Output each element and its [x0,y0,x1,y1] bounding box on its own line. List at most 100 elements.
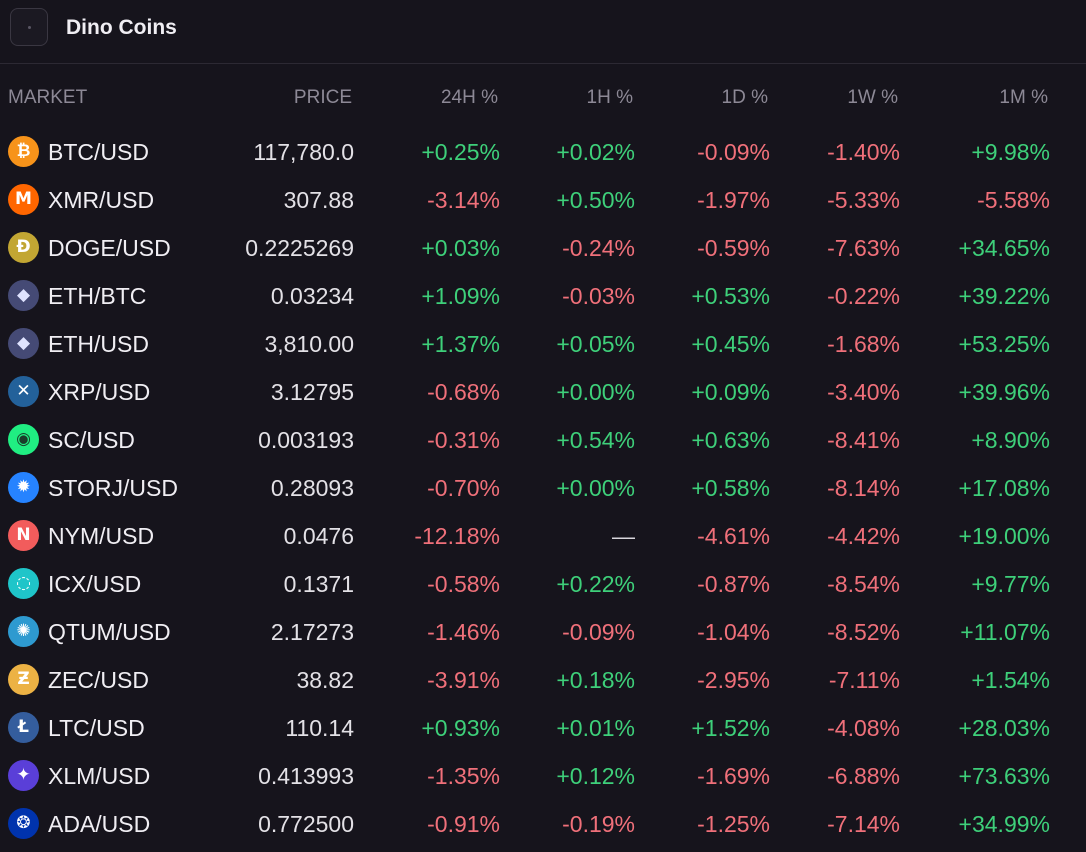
market-name: ZEC/USD [48,667,149,693]
price-value: 110.14 [285,715,354,741]
change-1d: +0.09% [691,379,770,405]
change-1m: +1.54% [971,667,1050,693]
change-1d: +0.53% [691,283,770,309]
change-1h: +0.02% [556,139,635,165]
ethereum-icon: ◆ [8,328,39,359]
table-row[interactable]: ✕ XRP/USD 3.12795 -0.68% +0.00% +0.09% -3.40% +… [0,368,1086,416]
change-24h: +1.09% [421,283,500,309]
column-header-1w[interactable]: 1W % [847,87,898,108]
table-row[interactable]: ❂ ADA/USD 0.772500 -0.91% -0.19% -1.25% -7.14%… [0,800,1086,848]
market-name: QTUM/USD [48,619,171,645]
price-value: 38.82 [296,667,354,693]
nym-icon: N [8,520,39,551]
change-1h: +0.50% [556,187,635,213]
zcash-icon: Ƶ [8,664,39,695]
table-row[interactable]: Ł LTC/USD 110.14 +0.93% +0.01% +1.52% -4.08% +2… [0,704,1086,752]
change-1m: +34.65% [958,235,1050,261]
table-row[interactable]: Ð DOGE/USD 0.2225269 +0.03% -0.24% -0.59% -7.6… [0,224,1086,272]
price-value: 0.0476 [283,523,354,549]
change-1m: -5.58% [977,187,1050,213]
change-24h: -1.35% [427,763,500,789]
price-value: 0.772500 [258,811,354,837]
change-1h: +0.18% [556,667,635,693]
change-1m: +19.00% [958,523,1050,549]
price-value: 0.413993 [258,763,354,789]
market-name: STORJ/USD [48,475,178,501]
change-1d: +0.63% [691,427,770,453]
market-table: ₿ BTC/USD 117,780.0 +0.25% +0.02% -0.09% -1.40… [0,128,1086,848]
change-1m: +34.99% [958,811,1050,837]
change-1w: -8.52% [827,619,900,645]
table-row[interactable]: Ƶ ZEC/USD 38.82 -3.91% +0.18% -2.95% -7.11% +1.… [0,656,1086,704]
market-name: DOGE/USD [48,235,171,261]
change-1m: +11.07% [960,619,1050,645]
change-24h: +0.25% [421,139,500,165]
market-name: BTC/USD [48,139,149,165]
table-row[interactable]: M XMR/USD 307.88 -3.14% +0.50% -1.97% -5.33% -5… [0,176,1086,224]
change-1w: -7.63% [827,235,900,261]
change-1d: -0.09% [697,139,770,165]
change-24h: -12.18% [414,523,500,549]
dogecoin-icon: Ð [8,232,39,263]
table-row[interactable]: ◆ ETH/USD 3,810.00 +1.37% +0.05% +0.45% -1.68%… [0,320,1086,368]
change-1m: +28.03% [958,715,1050,741]
change-24h: -0.70% [427,475,500,501]
change-1h: +0.00% [556,475,635,501]
change-1h: +0.22% [556,571,635,597]
change-1w: -8.14% [827,475,900,501]
change-1d: -0.59% [697,235,770,261]
table-row[interactable]: ✹ STORJ/USD 0.28093 -0.70% +0.00% +0.58% -8.14… [0,464,1086,512]
change-1h: +0.54% [556,427,635,453]
storj-icon: ✹ [8,472,39,503]
app-menu-button[interactable] [10,8,48,46]
change-1w: -3.40% [827,379,900,405]
column-header-market[interactable]: MARKET [8,87,88,108]
change-24h: -0.68% [427,379,500,405]
change-1h: -0.24% [562,235,635,261]
market-name: ETH/BTC [48,283,147,309]
change-1w: -8.54% [827,571,900,597]
change-1d: +0.58% [691,475,770,501]
table-row[interactable]: N NYM/USD 0.0476 -12.18% — -4.61% -4.42% +19.00… [0,512,1086,560]
change-1d: -1.97% [697,187,770,213]
change-1m: +17.08% [958,475,1050,501]
change-1d: -0.87% [697,571,770,597]
change-1m: +9.77% [971,571,1050,597]
table-row[interactable]: ◆ ETH/BTC 0.03234 +1.09% -0.03% +0.53% -0.22% +… [0,272,1086,320]
market-name: SC/USD [48,427,135,453]
table-row[interactable]: ◌ ICX/USD 0.1371 -0.58% +0.22% -0.87% -8.54% +9… [0,560,1086,608]
change-1w: -1.40% [827,139,900,165]
table-row[interactable]: ◉ SC/USD 0.003193 -0.31% +0.54% +0.63% -8.41% +… [0,416,1086,464]
change-24h: -0.91% [427,811,500,837]
change-1d: -2.95% [697,667,770,693]
market-name: ADA/USD [48,811,151,837]
change-1d: -1.04% [697,619,770,645]
change-1w: -6.88% [827,763,900,789]
table-header: MARKET PRICE 24H % 1H % 1D % 1W % 1M % [0,84,1086,112]
change-1w: -4.42% [827,523,900,549]
column-header-1m[interactable]: 1M % [999,87,1048,108]
change-1d: -1.25% [697,811,770,837]
table-row[interactable]: ✦ XLM/USD 0.413993 -1.35% +0.12% -1.69% -6.88%… [0,752,1086,800]
price-value: 0.03234 [270,283,354,309]
monero-icon: M [8,184,39,215]
change-1w: -1.68% [827,331,900,357]
change-1h: -0.09% [562,619,635,645]
change-24h: -1.46% [427,619,500,645]
market-name: ICX/USD [48,571,142,597]
price-value: 0.003193 [258,427,354,453]
icon-icx-icon: ◌ [8,568,39,599]
column-header-1h[interactable]: 1H % [586,87,633,108]
column-header-price[interactable]: PRICE [293,87,352,108]
price-value: 0.1371 [283,571,354,597]
price-value: 3.12795 [270,379,354,405]
change-1m: +9.98% [971,139,1050,165]
column-header-24h[interactable]: 24H % [440,87,498,108]
change-1h: +0.12% [556,763,635,789]
table-row[interactable]: ✺ QTUM/USD 2.17273 -1.46% -0.09% -1.04% -8.52%… [0,608,1086,656]
price-value: 117,780.0 [253,139,354,165]
column-header-1d[interactable]: 1D % [721,87,768,108]
change-24h: -3.91% [427,667,500,693]
table-row[interactable]: ₿ BTC/USD 117,780.0 +0.25% +0.02% -0.09% -1.40… [0,128,1086,176]
change-1h: +0.00% [556,379,635,405]
